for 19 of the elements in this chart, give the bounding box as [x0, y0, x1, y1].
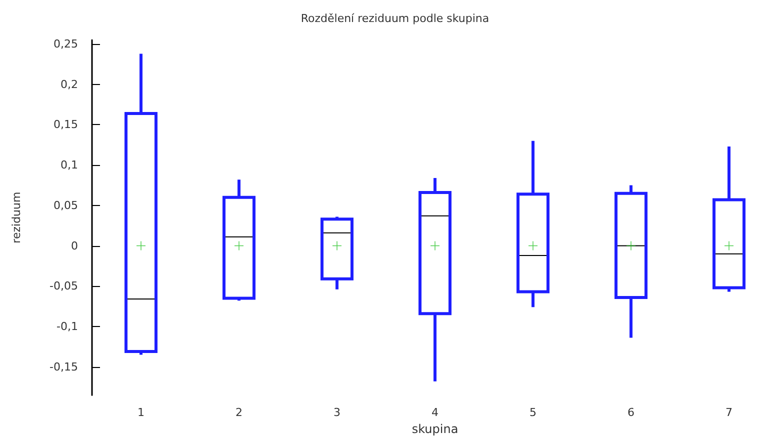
x-tick-label: 6: [628, 406, 634, 420]
x-tick-label: 4: [432, 406, 438, 420]
y-tick-label: 0,25: [54, 38, 78, 51]
y-tick-label: 0,05: [54, 198, 78, 212]
y-tick-label: -0,05: [50, 280, 78, 293]
x-tick-label: 2: [236, 406, 242, 420]
y-tick-label: 0: [71, 239, 78, 252]
y-tick-label: 0,1: [60, 158, 78, 172]
x-tick-label: 3: [334, 406, 340, 420]
y-tick-label: -0,15: [50, 360, 78, 374]
y-tick-label: 0,15: [54, 118, 78, 132]
x-tick-label: 7: [726, 406, 732, 420]
y-tick-label: -0,1: [56, 320, 78, 333]
x-tick-label: 1: [138, 406, 144, 420]
y-tick-label: 0,2: [60, 78, 78, 91]
x-tick-label: 5: [530, 406, 536, 420]
y-axis-title: reziduum: [10, 192, 23, 244]
x-axis-title: skupina: [412, 422, 458, 436]
chart-title: Rozdělení reziduum podle skupina: [300, 12, 490, 25]
